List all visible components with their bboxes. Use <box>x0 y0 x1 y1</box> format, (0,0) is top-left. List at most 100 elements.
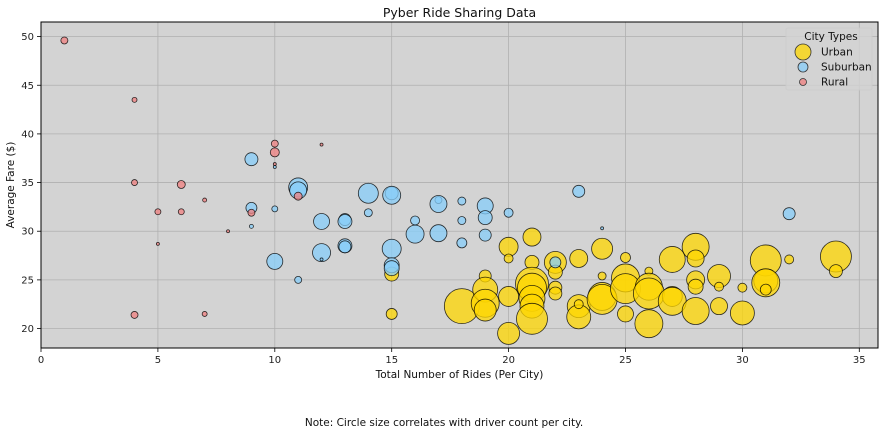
urban-point <box>784 254 795 265</box>
suburban-point <box>782 207 796 221</box>
plot-frame <box>40 21 879 349</box>
suburban-point <box>503 207 514 218</box>
suburban-point <box>249 223 254 229</box>
legend-label-rural: Rural <box>821 77 848 89</box>
urban-point <box>498 236 519 257</box>
x-tick-label: 25 <box>619 355 632 366</box>
rural-point <box>319 142 324 147</box>
urban-point <box>751 268 781 298</box>
y-axis-ticks: 20 25 30 35 40 45 50 <box>21 32 41 335</box>
rural-point <box>270 139 279 148</box>
urban-point <box>687 278 704 295</box>
suburban-point <box>312 243 331 263</box>
series-rural <box>60 36 324 319</box>
x-axis-ticks: 0 5 10 15 20 25 30 35 <box>38 348 866 366</box>
rural-point <box>176 180 186 189</box>
urban-point <box>759 283 772 296</box>
rural-point <box>131 96 138 103</box>
urban-point <box>617 305 634 323</box>
rural-point <box>130 311 139 319</box>
y-tick-label: 35 <box>21 178 34 189</box>
urban-point <box>829 264 843 279</box>
urban-point <box>681 297 710 325</box>
urban-point <box>497 322 520 345</box>
urban-point <box>573 299 584 310</box>
y-tick-label: 40 <box>21 129 34 140</box>
chart-title: Pyber Ride Sharing Data <box>383 5 536 20</box>
legend-marker-rural <box>799 78 807 86</box>
urban-point <box>473 298 497 322</box>
x-tick-label: 10 <box>268 355 281 366</box>
suburban-point <box>456 237 468 249</box>
legend-marker-urban <box>794 43 812 61</box>
suburban-point <box>271 205 279 213</box>
rural-point <box>247 208 256 217</box>
x-tick-label: 15 <box>385 355 398 366</box>
series-urban <box>384 227 852 345</box>
suburban-point <box>266 252 284 270</box>
urban-point <box>714 281 724 292</box>
suburban-point <box>429 195 448 213</box>
suburban-point <box>294 275 303 284</box>
suburban-point <box>383 260 400 277</box>
urban-point <box>503 253 514 264</box>
suburban-point <box>382 185 402 205</box>
suburban-point <box>338 240 352 254</box>
urban-point <box>634 309 664 339</box>
chart-note: Note: Circle size correlates with driver… <box>304 417 584 429</box>
suburban-point <box>337 214 353 229</box>
y-tick-label: 45 <box>21 81 34 92</box>
suburban-point <box>410 215 420 226</box>
y-tick-label: 30 <box>21 227 34 238</box>
urban-point <box>729 300 755 326</box>
urban-point <box>597 271 607 281</box>
suburban-point <box>313 213 330 230</box>
urban-point <box>516 302 548 335</box>
suburban-point <box>549 256 562 269</box>
suburban-point <box>457 196 467 206</box>
suburban-point <box>319 257 324 262</box>
x-tick-label: 20 <box>502 355 515 366</box>
urban-point <box>385 308 398 320</box>
rural-point <box>60 36 69 45</box>
x-tick-label: 35 <box>853 355 866 366</box>
series-suburban <box>244 152 796 284</box>
urban-point <box>591 237 614 260</box>
suburban-point <box>572 184 586 198</box>
urban-point <box>548 286 563 301</box>
suburban-point <box>357 182 379 204</box>
urban-point <box>658 246 686 273</box>
urban-point <box>498 286 519 307</box>
urban-point <box>569 249 589 268</box>
x-tick-label: 30 <box>736 355 749 366</box>
suburban-point <box>363 208 373 218</box>
y-tick-label: 25 <box>21 275 34 286</box>
data-points <box>60 36 852 345</box>
suburban-point <box>477 210 493 226</box>
rural-point <box>201 311 208 317</box>
urban-point <box>522 227 542 247</box>
suburban-point <box>244 152 259 167</box>
suburban-point <box>381 238 402 259</box>
urban-point <box>620 252 631 263</box>
x-tick-label: 0 <box>38 355 44 366</box>
x-axis-label: Total Number of Rides (Per City) <box>375 369 544 381</box>
rural-point <box>226 229 230 234</box>
legend-box <box>785 27 873 91</box>
rural-point <box>269 147 280 158</box>
y-axis-label: Average Fare ($) <box>5 142 17 229</box>
suburban-point <box>600 226 605 231</box>
y-tick-label: 20 <box>21 324 34 335</box>
rural-point <box>202 197 208 203</box>
y-tick-label: 50 <box>21 32 34 43</box>
legend: City Types Urban Suburban Rural <box>785 27 873 91</box>
rural-point <box>177 208 185 216</box>
suburban-point <box>405 224 425 244</box>
x-tick-label: 5 <box>155 355 161 366</box>
legend-marker-suburban <box>797 61 809 73</box>
suburban-point <box>429 224 448 243</box>
legend-label-urban: Urban <box>821 47 853 59</box>
rural-point <box>155 241 160 246</box>
rural-point <box>272 162 277 166</box>
suburban-point <box>457 216 467 225</box>
